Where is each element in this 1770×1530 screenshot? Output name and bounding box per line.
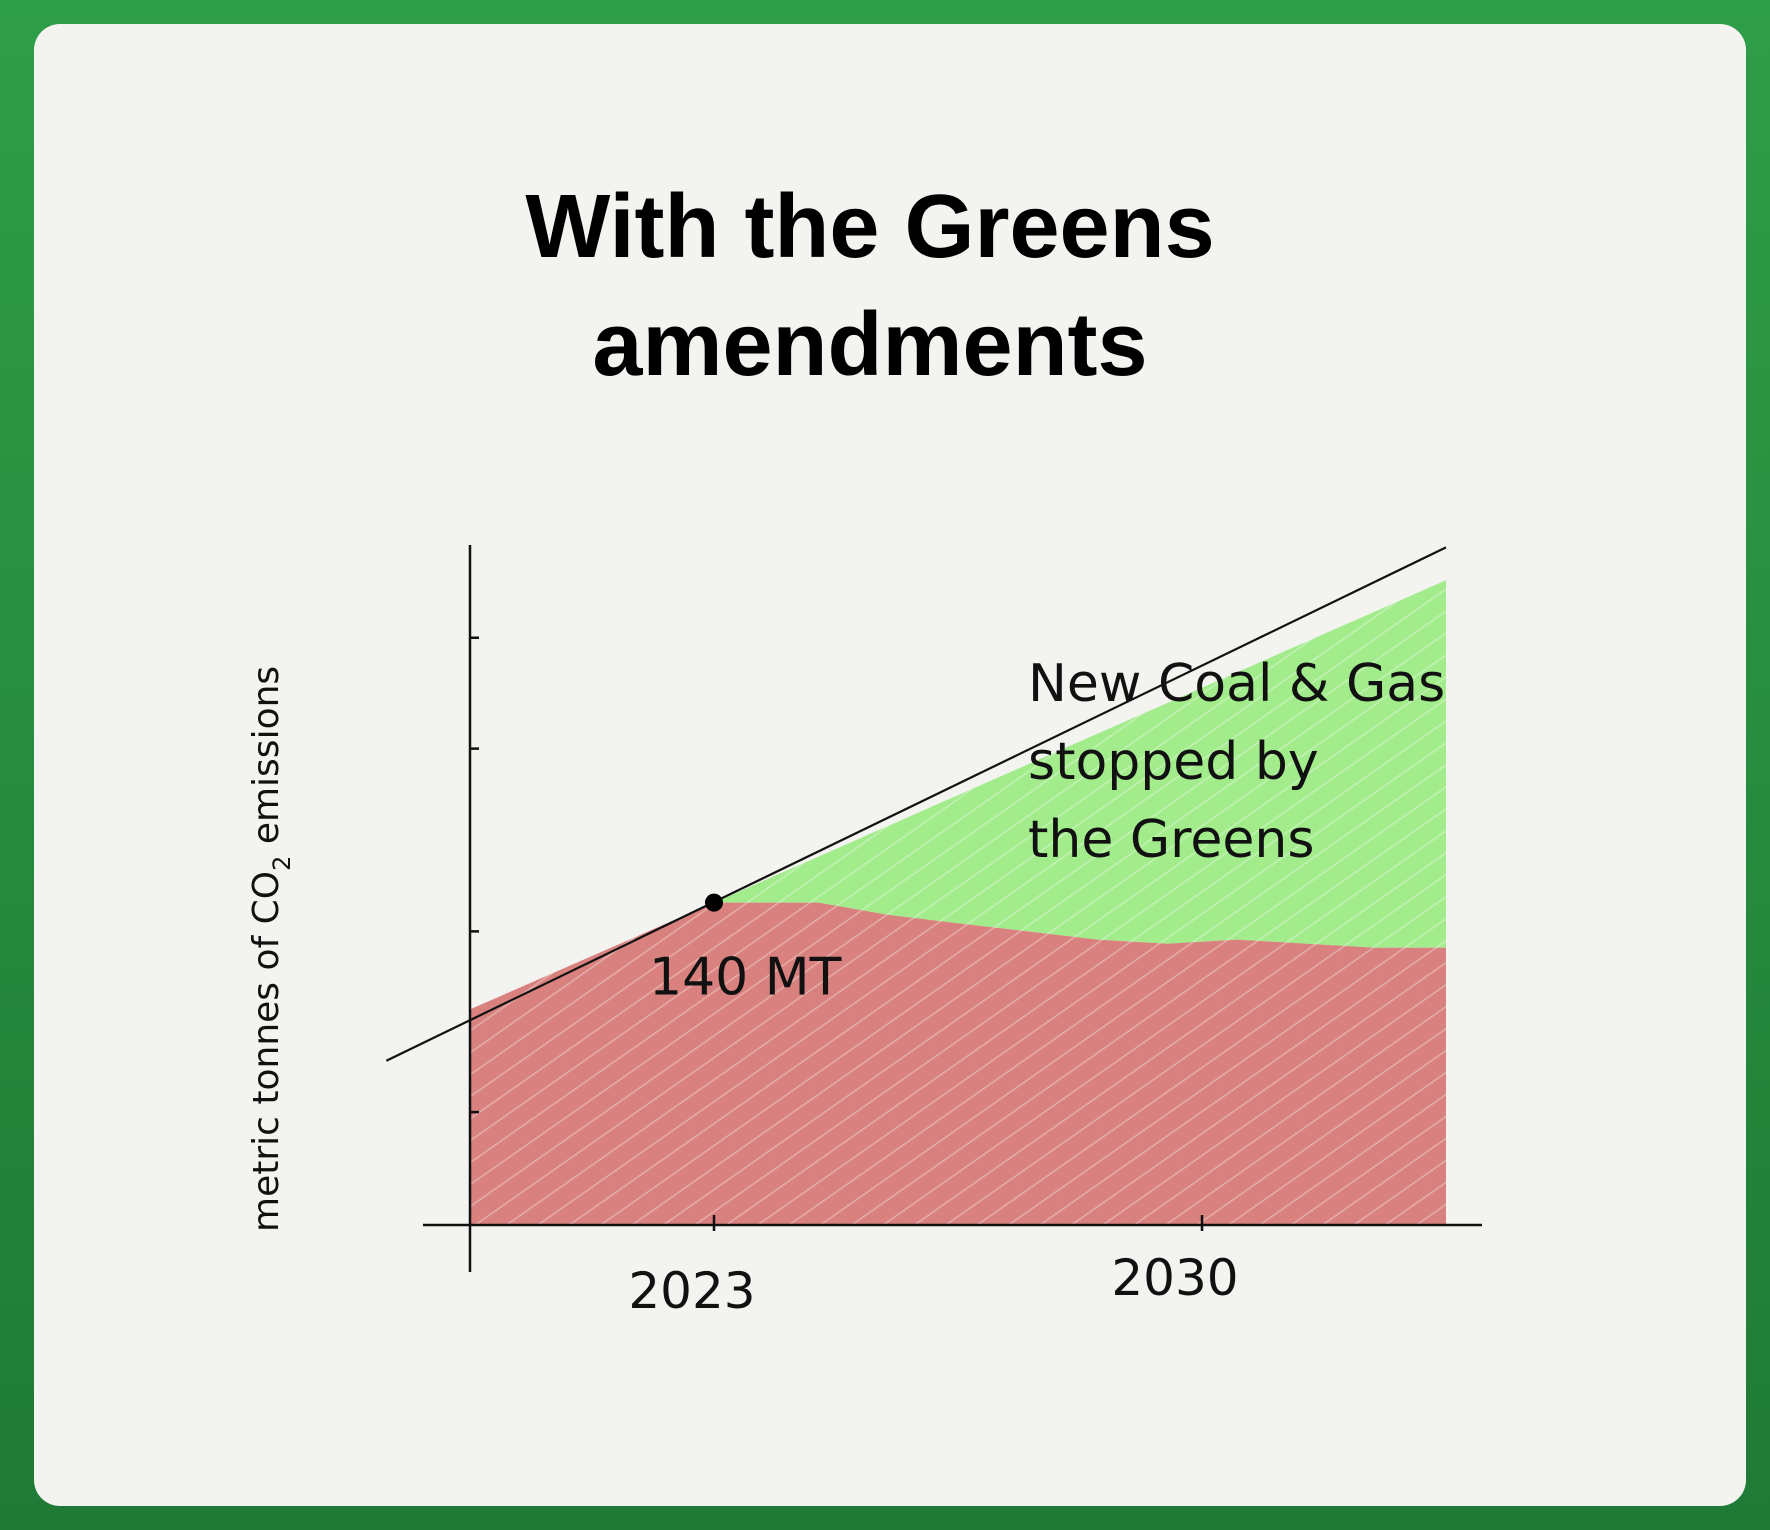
x-tick-label-2030: 2030 [1111,1249,1238,1307]
chart-title-line-2: amendments [592,295,1148,395]
y-axis-label-subscript: 2 [268,856,296,871]
area-label: New Coal & Gas stopped by the Greens [1028,654,1462,870]
card [34,24,1746,1506]
area-label-line-1: New Coal & Gas [1028,654,1445,714]
area-label-line-3: the Greens [1028,810,1314,870]
red-area-texture [470,902,1446,1225]
data-point-2023 [705,893,723,912]
green-area-texture [714,580,1446,948]
chart-title: With the Greens amendments [0,168,1740,404]
y-axis-label-prefix: metric tonnes of CO [246,871,287,1232]
chart-title-line-1: With the Greens [525,177,1215,277]
y-axis-label: metric tonnes of CO2 emissions [246,666,296,1232]
x-tick-label-2023: 2023 [628,1262,755,1320]
y-axis-label-suffix: emissions [246,666,287,856]
area-label-line-2: stopped by [1028,732,1319,792]
trend-line [385,546,1447,1062]
point-annotation-label: 140 MT [649,948,842,1008]
